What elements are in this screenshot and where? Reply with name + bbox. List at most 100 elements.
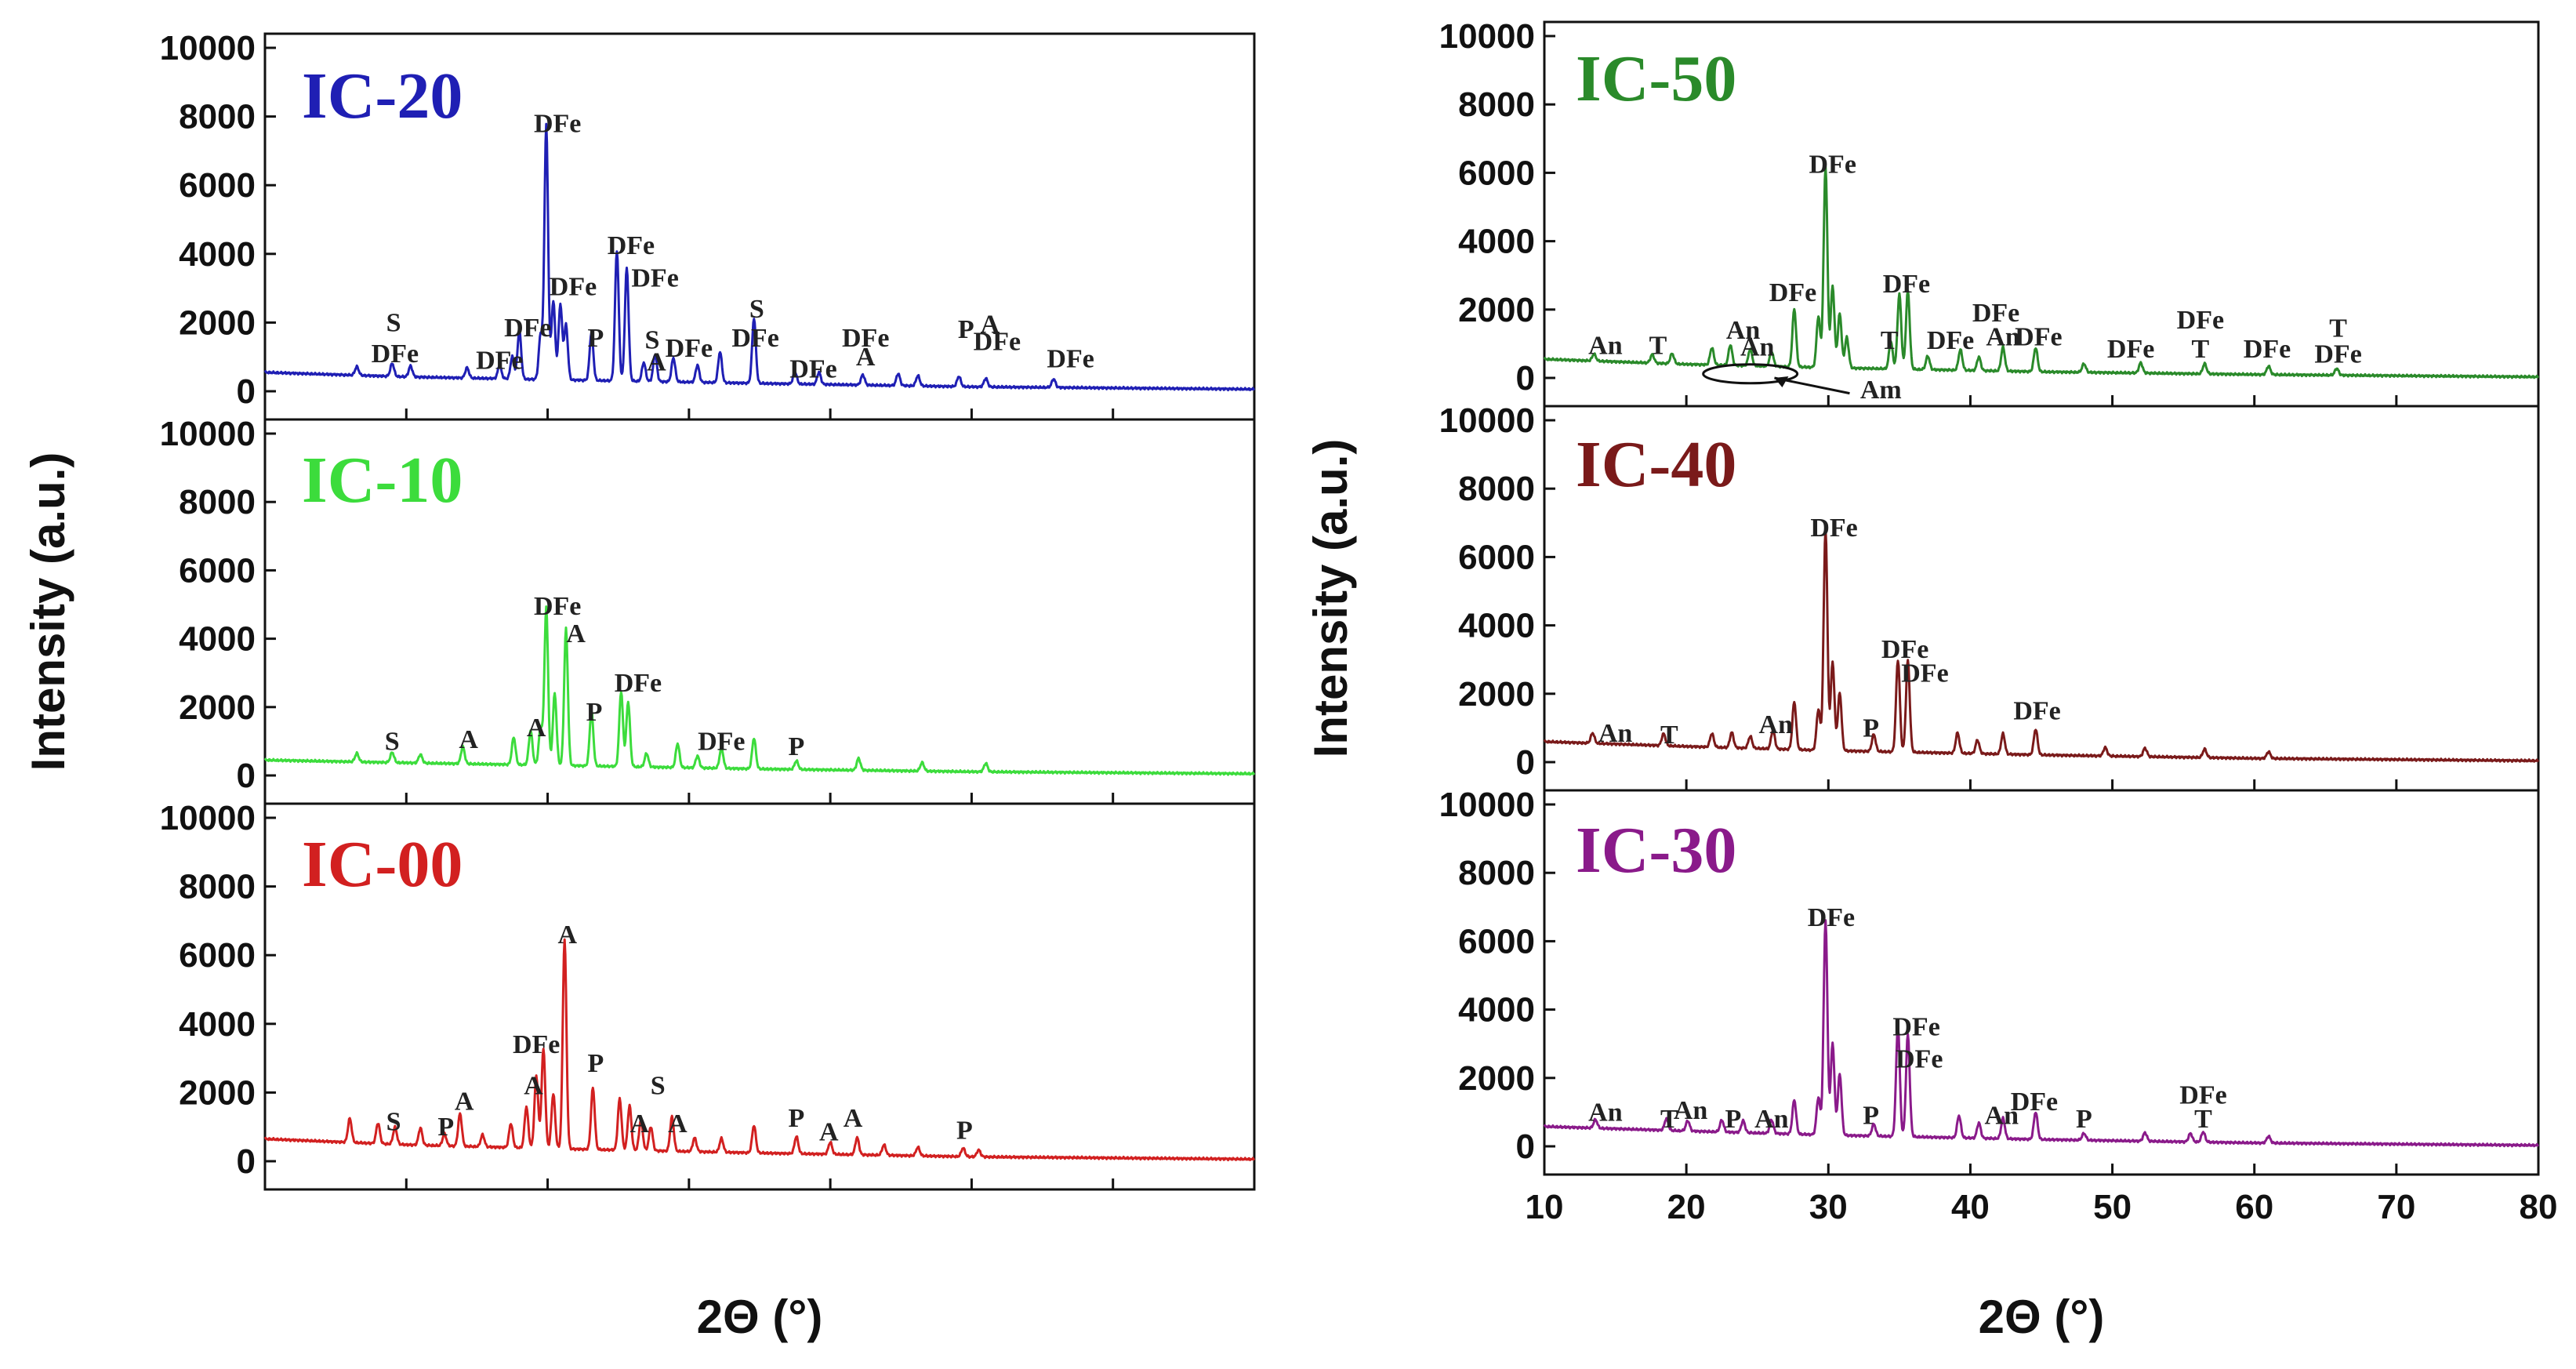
ic-30-xtick-label-2: 30 [1809, 1188, 1848, 1226]
ic-10-title: IC-10 [302, 444, 463, 517]
ic-50-annotation-8: DFe [1927, 326, 1974, 355]
ic-20-annotation-18: A [981, 310, 1000, 340]
ic-00-ytick-label-4: 8000 [179, 868, 256, 906]
ic-20-annotation-17: P [958, 315, 974, 344]
ic-50-amorphous-arrow-head [1774, 376, 1789, 387]
ic-40-ytick-label-3: 6000 [1458, 538, 1535, 576]
ic-00-ytick-label-2: 4000 [179, 1005, 256, 1044]
ic-00-annotation-7: S [386, 1108, 401, 1137]
ic-10-annotation-4: S [385, 727, 400, 756]
ic-40-annotation-4: T [1660, 721, 1678, 750]
ic-50-ytick-label-5: 10000 [1439, 17, 1535, 56]
ic-30-xtick-label-6: 70 [2377, 1188, 2415, 1226]
ic-20-annotation-4: DFe [504, 314, 551, 343]
ic-40-pattern-line [1543, 528, 2540, 763]
ic-00-annotation-9: A [455, 1087, 474, 1116]
ic-20-annotation-13: DFe [731, 324, 778, 353]
ic-20-ytick-label-5: 10000 [160, 29, 256, 67]
ic-30-xtick-label-5: 60 [2235, 1188, 2273, 1226]
ic-10-annotation-1: A [566, 619, 586, 648]
ic-30-ytick-label-3: 6000 [1458, 922, 1535, 960]
ic-50-ytick-label-2: 4000 [1458, 223, 1535, 261]
ic-20-annotation-10: DFe [372, 340, 419, 369]
ic-00-annotation-2: A [524, 1072, 543, 1101]
ic-50-annotation-15: DFe [2244, 335, 2291, 364]
ic-10-annotation-6: A [527, 714, 546, 743]
ic-50-annotation-13: T [2192, 335, 2210, 364]
ic-30-annotation-5: An [1674, 1096, 1708, 1125]
ic-40-annotation-6: P [1863, 714, 1879, 743]
ic-10-annotation-5: A [459, 725, 478, 754]
ic-20-ytick-label-0: 0 [237, 372, 256, 411]
ic-20-annotation-7: A [647, 348, 666, 377]
ic-30-annotation-4: T [1660, 1105, 1678, 1134]
ic-00-ytick-label-1: 2000 [179, 1073, 256, 1112]
ic-00-annotation-0: A [558, 921, 578, 950]
ic-10-ytick-label-5: 10000 [160, 415, 256, 453]
ic-50-annotation-11: DFe [2015, 323, 2062, 352]
ic-30-annotation-8: P [1863, 1102, 1879, 1131]
ic-20-ytick-label-2: 4000 [179, 235, 256, 274]
ic-00-annotation-6: A [668, 1109, 688, 1138]
ic-30-annotation-10: DFe [2011, 1088, 2058, 1117]
ic-30-xtick-label-7: 80 [2520, 1188, 2558, 1226]
ic-00-title: IC-00 [302, 828, 463, 901]
panel-frame-ic00 [263, 802, 1256, 1191]
ic-00-annotation-3: P [587, 1049, 604, 1078]
ic-20-annotation-0: DFe [534, 109, 581, 138]
ic-50-annotation-1: DFe [1769, 278, 1816, 307]
ic-40-ytick-label-5: 10000 [1439, 401, 1535, 440]
ic-50-annotation-18: Am [1860, 376, 1902, 405]
ic-30-ytick-label-5: 10000 [1439, 786, 1535, 824]
ic-10-annotation-7: DFe [698, 727, 745, 756]
ic-20-ytick-label-3: 6000 [179, 166, 256, 205]
ic-40-ytick-label-0: 0 [1516, 743, 1535, 782]
ic-50-annotation-5: An [1726, 316, 1761, 345]
ic-10-ytick-label-4: 8000 [179, 483, 256, 521]
ic-50-title: IC-50 [1576, 42, 1736, 115]
ic-10-annotation-0: DFe [534, 592, 581, 621]
ic-30-xtick-label-1: 20 [1667, 1188, 1706, 1226]
ic-30-annotation-3: An [1588, 1098, 1623, 1127]
ic-20-ytick-label-4: 8000 [179, 98, 256, 136]
ic-10-pattern-line [263, 605, 1256, 776]
ic-50-annotation-16: T [2329, 314, 2347, 343]
ic-20-annotation-1: DFe [608, 231, 655, 260]
ic-40-annotation-7: DFe [2013, 697, 2060, 726]
ic-20-annotation-6: S [645, 325, 660, 354]
ic-00-annotation-8: P [437, 1113, 454, 1142]
ic-50-annotation-10: An [1986, 323, 2020, 352]
ic-00-pattern-line [263, 938, 1256, 1162]
ic-40-ytick-label-2: 4000 [1458, 607, 1535, 645]
ic-20-annotation-9: S [386, 308, 401, 337]
ic-20-annotation-16: A [856, 343, 876, 372]
ic-20-annotation-5: P [587, 324, 604, 353]
ic-40-title: IC-40 [1576, 428, 1736, 501]
ic-50-annotation-3: An [1588, 331, 1623, 360]
ic-50-annotation-6: An [1740, 333, 1775, 362]
ic-50-annotation-17: DFe [2314, 340, 2361, 369]
ic-50-ytick-label-1: 2000 [1458, 291, 1535, 329]
ic-40-ytick-label-1: 2000 [1458, 675, 1535, 714]
y-axis-label-left: Intensity (a.u.) [22, 452, 74, 772]
ic-50-ytick-label-0: 0 [1516, 359, 1535, 398]
ic-50-annotation-14: DFe [2177, 306, 2224, 335]
ic-50-annotation-7: T [1881, 326, 1899, 355]
ic-20-annotation-15: DFe [842, 324, 889, 353]
ic-50-annotation-0: DFe [1809, 150, 1856, 179]
ic-00-annotation-5: A [629, 1109, 649, 1138]
ic-50-annotation-2: DFe [1883, 270, 1930, 299]
ic-30-annotation-11: P [2076, 1105, 2092, 1134]
ic-10-ytick-label-0: 0 [237, 757, 256, 795]
ic-00-annotation-13: P [956, 1117, 973, 1146]
ic-00-ytick-label-5: 10000 [160, 799, 256, 837]
ic-30-xtick-label-3: 40 [1951, 1188, 1990, 1226]
ic-10-ytick-label-3: 6000 [179, 551, 256, 590]
ic-20-pattern-line [263, 122, 1256, 392]
ic-30-xtick-label-0: 10 [1526, 1188, 1564, 1226]
ic-10-annotation-3: P [586, 698, 603, 727]
ic-20-annotation-11: DFe [476, 347, 523, 376]
ic-10-annotation-8: P [788, 732, 804, 761]
ic-20-annotation-3: DFe [631, 263, 678, 292]
